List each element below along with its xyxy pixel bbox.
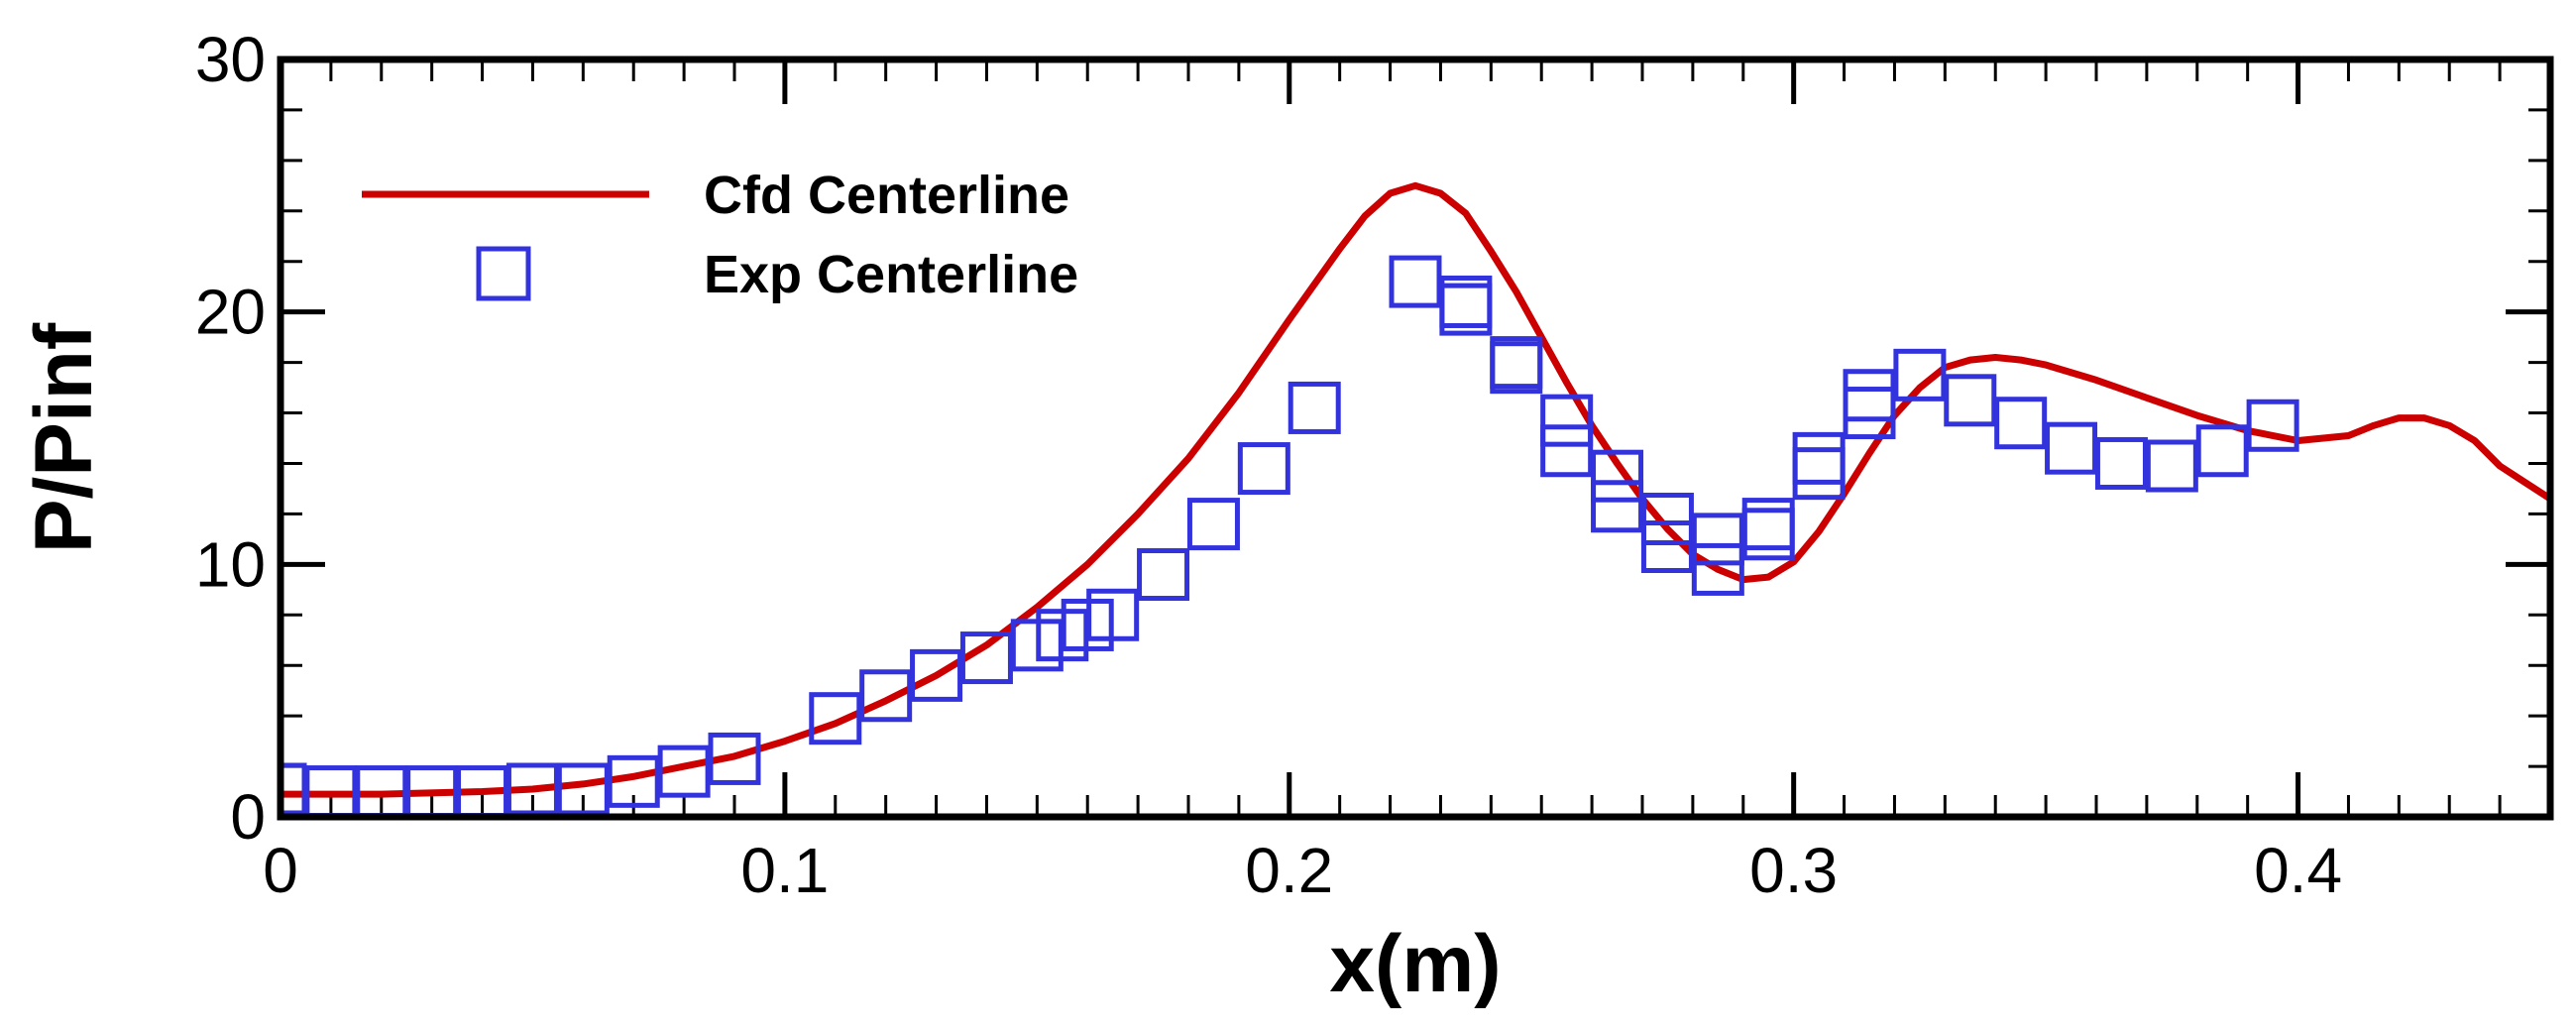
y-tick-label: 20 [195, 277, 266, 348]
exp-marker [809, 692, 862, 745]
exp-marker [1186, 498, 1240, 551]
exp-marker [1288, 381, 1341, 434]
exp-marker [1490, 341, 1543, 395]
legend: Cfd Centerline Exp Centerline [362, 166, 1078, 304]
exp-marker [1389, 255, 1442, 308]
exp-marker [2246, 399, 2299, 452]
exp-marker [1843, 387, 1896, 440]
exp-marker [2045, 421, 2098, 475]
exp-marker [657, 745, 711, 798]
exp-marker [1591, 480, 1644, 533]
exp-marker [1944, 374, 1997, 427]
exp-marker [1540, 394, 1594, 447]
minor-ticks [280, 59, 2550, 817]
legend-label-cfd: Cfd Centerline [704, 166, 1069, 225]
exp-marker [1792, 447, 1846, 501]
series-layer [280, 181, 2550, 817]
exp-marker [910, 648, 963, 702]
exp-marker [708, 732, 761, 785]
y-tick-labels: 0 10 20 30 [195, 24, 266, 853]
exp-marker [1591, 449, 1644, 503]
exp-marker [607, 754, 660, 808]
exp-marker [1691, 513, 1744, 566]
exp-marker [1237, 442, 1290, 496]
exp-marker [1741, 508, 1795, 561]
exp-marker [1893, 348, 1947, 401]
exp-marker [1137, 548, 1190, 602]
plot-frame [277, 56, 2554, 821]
exp-marker [1741, 498, 1795, 551]
exp-marker [2195, 424, 2249, 478]
exp-marker [1640, 520, 1694, 574]
x-tick-label: 0.4 [2254, 835, 2342, 906]
exp-marker [859, 669, 913, 723]
exp-marker [959, 631, 1013, 685]
exp-marker [556, 762, 610, 816]
x-tick-label: 0.2 [1245, 835, 1333, 906]
exp-marker [1439, 283, 1493, 336]
exp-marker [1640, 492, 1694, 545]
exp-marker [2094, 436, 2148, 490]
exp-marker [1792, 431, 1846, 485]
x-axis-title: x(m) [1329, 919, 1501, 1009]
series-line-cfd [280, 181, 2550, 798]
y-axis-title: P/Pinf [19, 322, 109, 553]
exp-marker [1086, 588, 1140, 641]
legend-swatch-exp [476, 246, 531, 301]
y-tick-label: 30 [195, 24, 266, 95]
exp-marker [1994, 397, 2048, 450]
exp-marker [1843, 369, 1896, 422]
x-tick-label: 0.3 [1749, 835, 1838, 906]
x-tick-label: 0.1 [740, 835, 829, 906]
y-tick-label: 10 [195, 528, 266, 600]
major-ticks [278, 57, 2550, 820]
x-tick-labels: 0 0.1 0.2 0.3 0.4 [263, 835, 2342, 906]
y-tick-label: 0 [230, 781, 266, 853]
exp-marker [505, 762, 559, 816]
exp-marker [1540, 424, 1594, 478]
x-tick-label: 0 [263, 835, 298, 906]
exp-marker [1691, 542, 1744, 596]
exp-marker [2145, 439, 2198, 493]
exp-marker [280, 762, 307, 816]
legend-label-exp: Exp Centerline [704, 245, 1078, 304]
